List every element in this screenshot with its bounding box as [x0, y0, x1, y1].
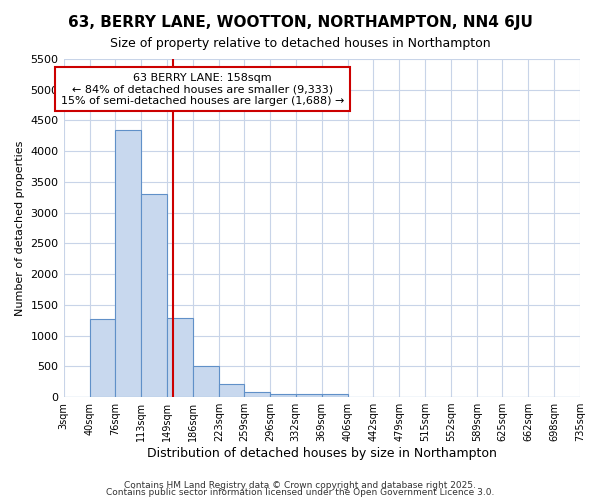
Bar: [322, 394, 348, 397]
X-axis label: Distribution of detached houses by size in Northampton: Distribution of detached houses by size …: [147, 447, 497, 460]
Bar: [193, 366, 219, 397]
Text: 63 BERRY LANE: 158sqm
← 84% of detached houses are smaller (9,333)
15% of semi-d: 63 BERRY LANE: 158sqm ← 84% of detached …: [61, 72, 344, 106]
Text: Size of property relative to detached houses in Northampton: Size of property relative to detached ho…: [110, 38, 490, 51]
Bar: [219, 384, 244, 397]
Bar: [167, 318, 193, 397]
Bar: [89, 319, 115, 397]
Bar: [296, 394, 322, 397]
Text: 63, BERRY LANE, WOOTTON, NORTHAMPTON, NN4 6JU: 63, BERRY LANE, WOOTTON, NORTHAMPTON, NN…: [68, 15, 532, 30]
Y-axis label: Number of detached properties: Number of detached properties: [15, 140, 25, 316]
Bar: [115, 130, 141, 397]
Bar: [270, 394, 296, 397]
Bar: [141, 194, 167, 397]
Text: Contains HM Land Registry data © Crown copyright and database right 2025.: Contains HM Land Registry data © Crown c…: [124, 480, 476, 490]
Text: Contains public sector information licensed under the Open Government Licence 3.: Contains public sector information licen…: [106, 488, 494, 497]
Bar: [244, 392, 270, 397]
